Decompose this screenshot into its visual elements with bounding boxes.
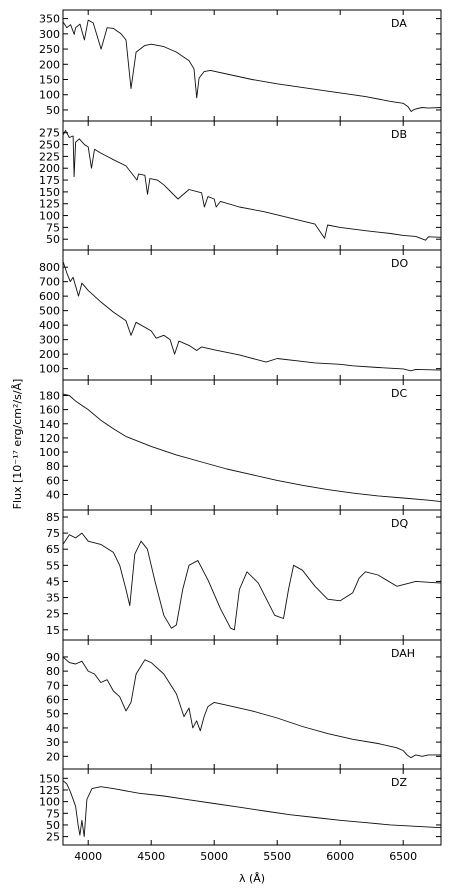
panel-label: DO	[391, 257, 408, 270]
y-tick-label: 125	[39, 198, 60, 211]
y-tick-label: 125	[39, 784, 60, 797]
x-tick-label: 5500	[263, 850, 291, 863]
panel-dq: 15 25 35 45 55 65 75 85 DQ	[46, 509, 442, 641]
panel-frame	[62, 249, 442, 381]
y-tick-label: 60	[46, 474, 60, 487]
y-tick-label: 85	[46, 511, 60, 524]
spectrum-dz	[62, 780, 442, 838]
y-tick-label: 30	[46, 736, 60, 749]
y-tick-label: 90	[46, 651, 60, 664]
y-tick-label: 15	[46, 624, 60, 637]
y-tick-label: 100	[39, 89, 60, 102]
y-tick-label: 65	[46, 543, 60, 556]
panel-frame	[62, 120, 442, 251]
panel-frame	[62, 379, 442, 511]
y-tick-label: 200	[39, 58, 60, 71]
y-tick-label: 25	[46, 831, 60, 844]
y-tick-label: 20	[46, 750, 60, 763]
y-tick-label: 50	[46, 819, 60, 832]
y-tick-label: 75	[46, 221, 60, 234]
panel-label: DAH	[391, 647, 415, 660]
y-axis-title: Flux [10⁻¹⁷ erg/cm²/s/Å]	[11, 379, 24, 510]
y-tick-label: 700	[39, 276, 60, 289]
x-tick-label: 6500	[389, 850, 417, 863]
y-tick-label: 160	[39, 404, 60, 417]
y-tick-label: 80	[46, 665, 60, 678]
x-tick-label: 4000	[74, 850, 102, 863]
x-tick-label: 4500	[137, 850, 165, 863]
panel-label: DB	[391, 128, 407, 141]
panel-label: DA	[391, 17, 407, 30]
y-tick-label: 100	[39, 446, 60, 459]
x-tick-label: 5000	[200, 850, 228, 863]
y-tick-label: 150	[39, 74, 60, 87]
panel-label: DZ	[391, 776, 407, 789]
y-tick-label: 100	[39, 210, 60, 223]
y-tick-label: 250	[39, 139, 60, 152]
panel-frame	[62, 509, 442, 641]
y-tick-label: 50	[46, 104, 60, 117]
y-tick-label: 80	[46, 460, 60, 473]
y-tick-label: 35	[46, 592, 60, 605]
y-tick-label: 75	[46, 527, 60, 540]
spectrum-dc	[62, 393, 442, 503]
y-tick-label: 120	[39, 432, 60, 445]
y-tick-label: 175	[39, 174, 60, 187]
x-tick-label: 6000	[326, 850, 354, 863]
y-tick-label: 100	[39, 363, 60, 376]
y-tick-label: 200	[39, 348, 60, 361]
y-tick-label: 40	[46, 489, 60, 502]
panel-frame	[62, 639, 442, 770]
panel-label: DQ	[391, 517, 408, 530]
spectrum-dah	[62, 656, 441, 759]
y-tick-label: 250	[39, 43, 60, 56]
y-tick-label: 275	[39, 127, 60, 140]
y-tick-label: 60	[46, 694, 60, 707]
y-tick-label: 350	[39, 13, 60, 26]
y-tick-label: 180	[39, 389, 60, 402]
y-tick-label: 50	[46, 233, 60, 246]
y-tick-label: 55	[46, 559, 60, 572]
y-tick-label: 300	[39, 334, 60, 347]
y-tick-label: 800	[39, 261, 60, 274]
y-tick-label: 600	[39, 290, 60, 303]
y-tick-label: 500	[39, 305, 60, 318]
y-tick-label: 70	[46, 679, 60, 692]
y-tick-label: 75	[46, 807, 60, 820]
spectrum-da	[62, 19, 442, 112]
y-tick-label: 225	[39, 150, 60, 163]
y-tick-label: 40	[46, 722, 60, 735]
y-tick-label: 50	[46, 708, 60, 721]
panel-label: DC	[391, 387, 407, 400]
y-tick-label: 400	[39, 319, 60, 332]
y-tick-label: 150	[39, 186, 60, 199]
y-tick-label: 140	[39, 418, 60, 431]
y-tick-label: 100	[39, 796, 60, 809]
spectrum-dq	[62, 532, 442, 631]
y-tick-label: 25	[46, 608, 60, 621]
panel-da: 50 100 150 200 250 300 350 DA	[39, 9, 442, 122]
spectrum-do	[62, 261, 442, 372]
y-tick-label: 45	[46, 575, 60, 588]
y-tick-label: 300	[39, 28, 60, 41]
spectrum-db	[62, 129, 442, 241]
y-tick-label: 200	[39, 162, 60, 175]
x-axis-title: λ (Å)	[239, 872, 265, 885]
panel-frame	[62, 9, 442, 122]
panel-frame	[62, 768, 442, 846]
y-tick-label: 150	[39, 772, 60, 785]
